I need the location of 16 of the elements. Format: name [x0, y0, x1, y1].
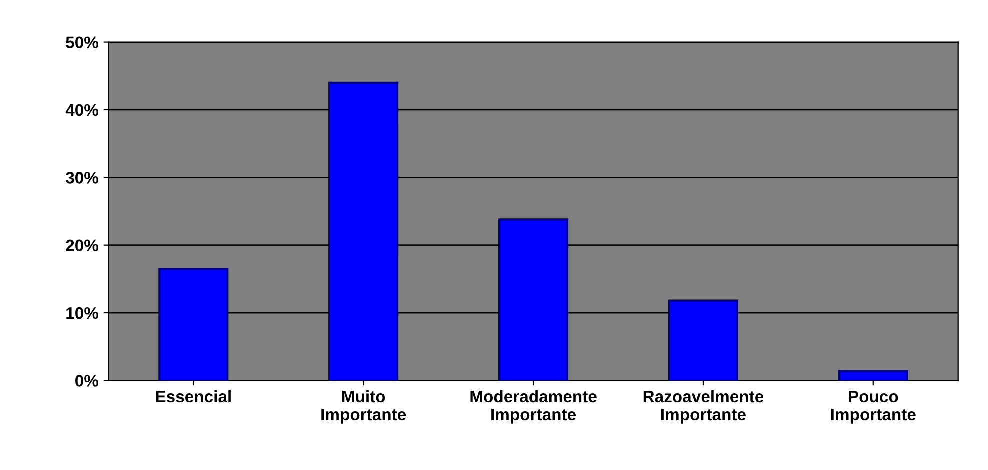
bar	[668, 300, 738, 381]
bar	[328, 82, 399, 381]
y-tick-label: 0%	[76, 375, 99, 387]
x-tick-label: Essencial	[156, 390, 231, 403]
y-tick-label: 20%	[66, 240, 99, 252]
bar	[498, 218, 569, 381]
x-tick-label: Pouco Importante	[831, 391, 916, 424]
y-tick-label: 30%	[66, 172, 99, 184]
x-tick-label: Moderadamente Importante	[470, 390, 597, 424]
bar	[838, 370, 908, 381]
y-tick-label: 40%	[66, 104, 99, 116]
x-tick-label: Razoavelmente Importante	[644, 390, 764, 424]
x-tick-label: Muito Importante	[322, 390, 406, 424]
bar	[158, 268, 229, 381]
y-tick-label: 50%	[66, 36, 99, 49]
y-tick-label: 10%	[66, 307, 99, 320]
